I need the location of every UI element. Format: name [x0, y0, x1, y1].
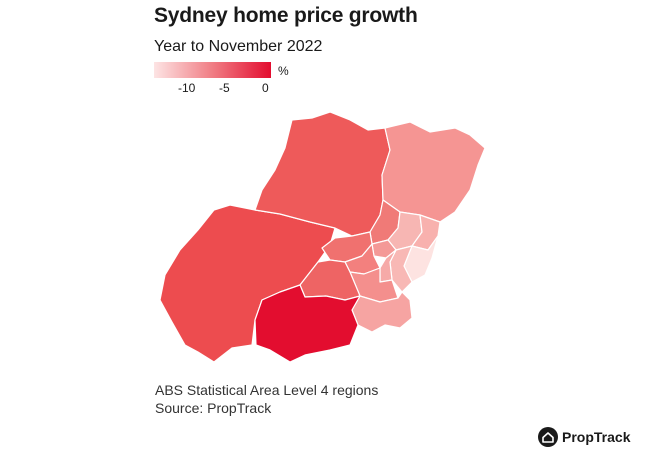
brand-logo: PropTrack	[538, 427, 630, 447]
region-outer-south-west-campbelltown	[254, 284, 361, 363]
chart-subtitle: Year to November 2022	[154, 38, 323, 55]
source-note: Source: PropTrack	[155, 400, 272, 416]
legend-gradient-bar	[154, 62, 271, 78]
legend-tick-mid: -5	[219, 81, 230, 95]
legend-unit: %	[278, 64, 289, 78]
region-central-coast	[381, 121, 486, 223]
legend-tick-max: 0	[262, 81, 269, 95]
color-legend: % -10 -5 0	[154, 62, 304, 96]
region-note: ABS Statistical Area Level 4 regions	[155, 382, 379, 398]
brand-name: PropTrack	[562, 429, 631, 445]
house-icon	[538, 427, 558, 447]
legend-tick-min: -10	[178, 81, 196, 95]
chart-title: Sydney home price growth	[154, 4, 418, 27]
